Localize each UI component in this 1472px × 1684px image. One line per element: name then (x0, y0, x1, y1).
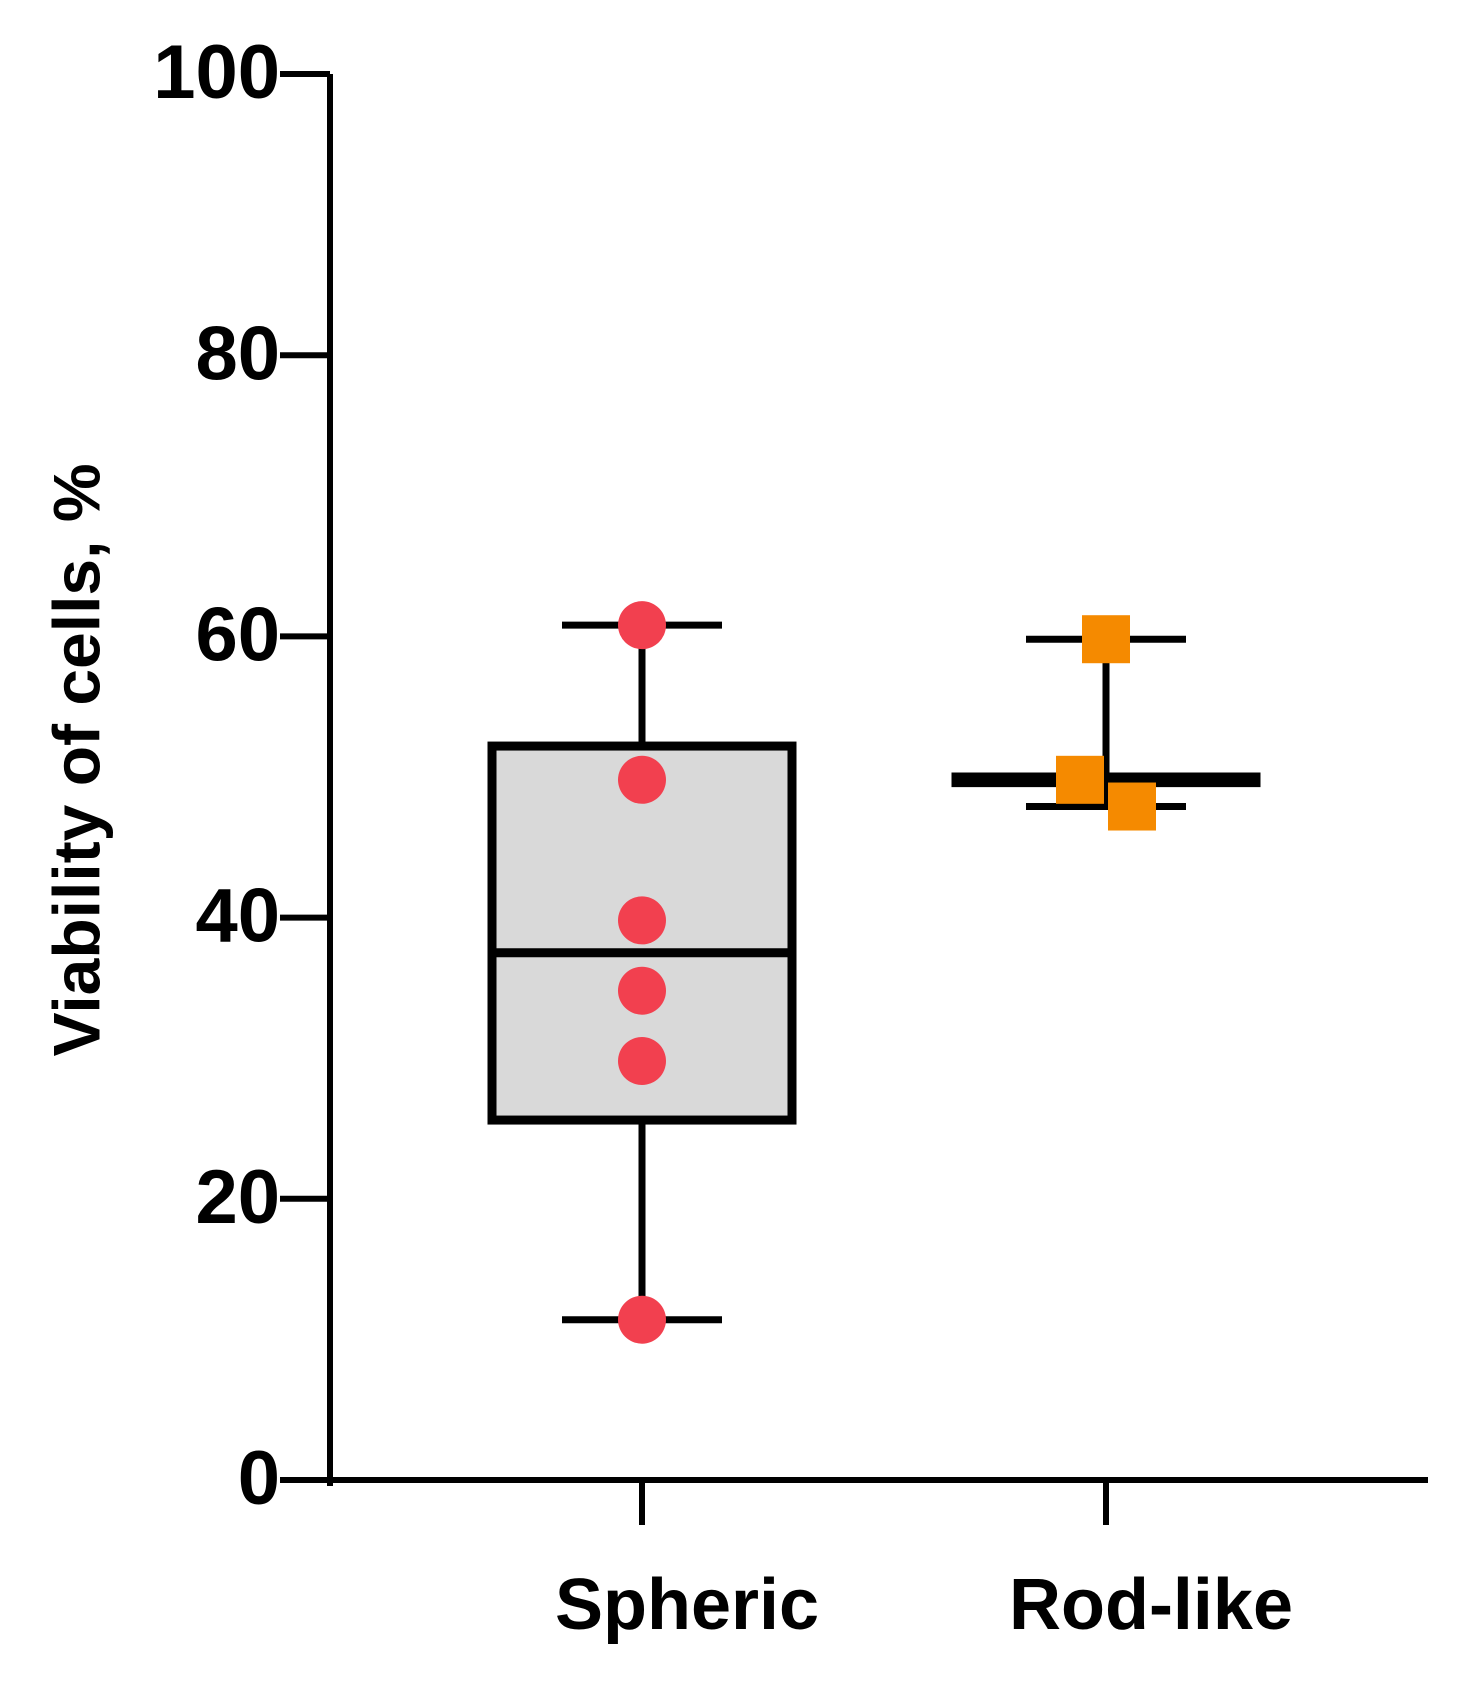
point (1082, 615, 1130, 664)
y-tick-label: 100 (153, 30, 280, 115)
y-tick-label: 0 (238, 1436, 280, 1521)
x-tick-label: Spheric (555, 1565, 819, 1645)
y-axis-label: Viability of cells, % (39, 463, 113, 1056)
point (618, 896, 666, 945)
point (1056, 755, 1104, 804)
y-tick-label: 80 (195, 311, 280, 396)
point (1108, 782, 1156, 831)
y-tick-label: 60 (195, 592, 280, 677)
point (618, 966, 666, 1015)
x-tick-label: Rod-like (1009, 1565, 1293, 1645)
point (618, 755, 666, 804)
point (618, 1037, 666, 1086)
point (618, 601, 666, 650)
point (618, 1295, 666, 1344)
y-tick-label: 20 (195, 1155, 280, 1240)
y-tick-label: 40 (195, 874, 280, 959)
